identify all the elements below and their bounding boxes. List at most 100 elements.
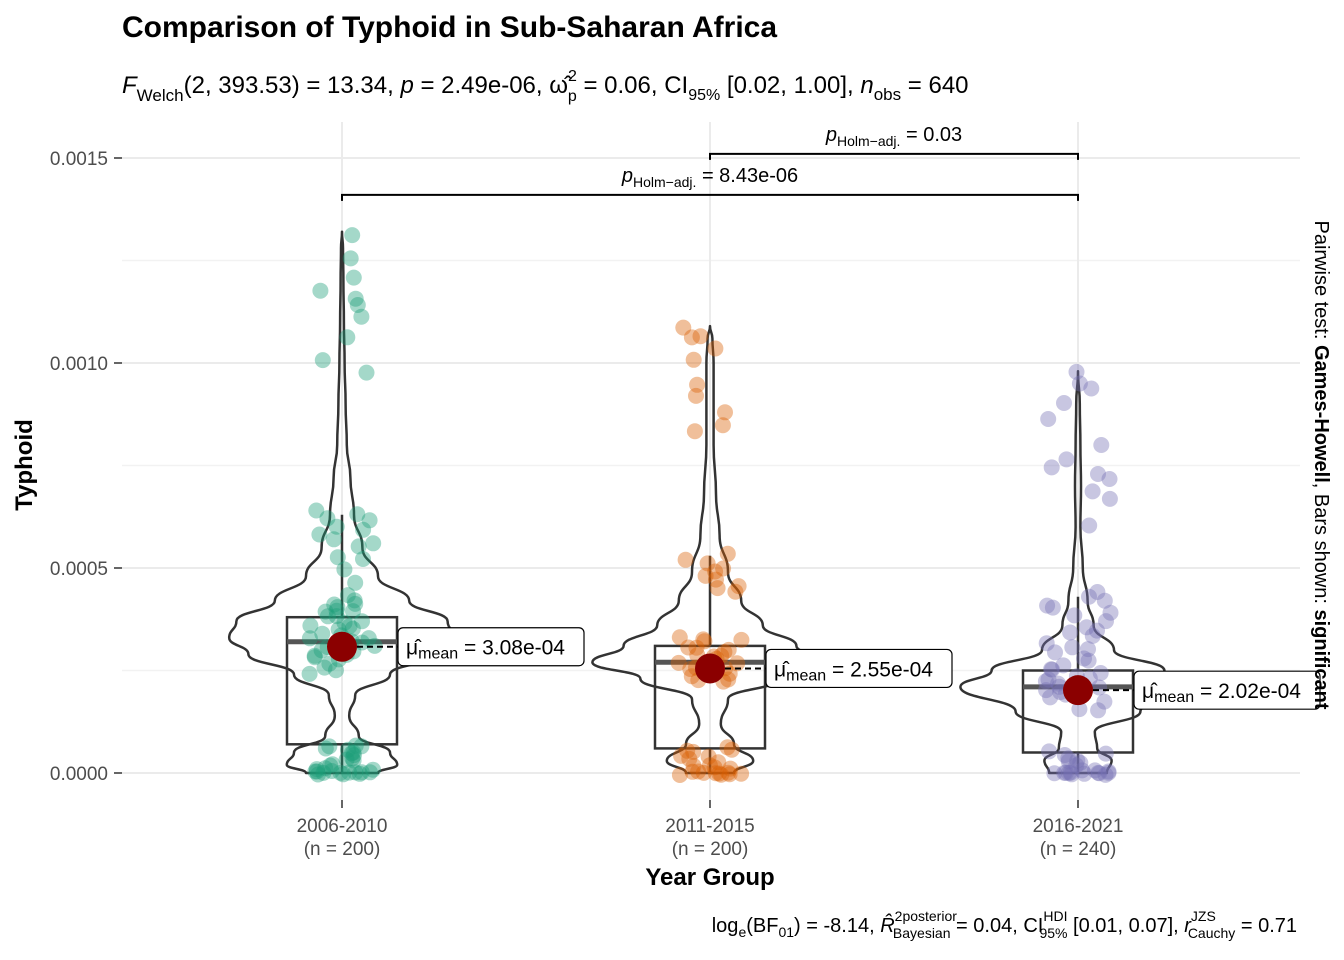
data-point xyxy=(344,620,361,637)
mean-point xyxy=(1063,675,1093,706)
data-point xyxy=(351,765,368,782)
data-point xyxy=(1102,604,1119,621)
mean-label: μ̂mean = 2.55e-04 xyxy=(774,658,933,684)
caption-rc-sup: JZS xyxy=(1191,908,1216,924)
subtitle-n: n xyxy=(860,72,873,99)
caption-log-sub: e xyxy=(738,924,746,940)
data-point xyxy=(350,538,367,555)
y-tick-label: 0.0015 xyxy=(50,149,108,170)
data-point xyxy=(347,595,364,612)
data-point xyxy=(692,328,709,345)
data-point xyxy=(709,580,726,597)
data-point xyxy=(713,766,730,783)
y-tick-label: 0.0010 xyxy=(50,354,108,375)
data-point xyxy=(1037,673,1054,690)
boxplots xyxy=(285,514,1135,773)
caption-ci-value: [0.01, 0.07], xyxy=(1068,915,1185,937)
data-point xyxy=(362,764,378,781)
x-tick-n-label: (n = 200) xyxy=(304,839,381,860)
data-point xyxy=(1076,765,1093,782)
data-point xyxy=(1100,764,1117,781)
data-point xyxy=(344,227,361,244)
data-point xyxy=(329,599,346,616)
data-point xyxy=(708,571,724,588)
data-point xyxy=(720,641,737,658)
caption-rc: r xyxy=(1184,915,1192,937)
data-point xyxy=(1068,363,1085,380)
subtitle-f: F xyxy=(122,72,138,99)
data-point xyxy=(345,752,362,769)
data-point xyxy=(695,764,712,781)
subtitle-omega-value: = 0.06, CI xyxy=(577,72,688,99)
data-point xyxy=(719,739,736,756)
data-point xyxy=(1041,743,1058,760)
data-point xyxy=(1080,652,1097,669)
data-point xyxy=(1071,375,1088,392)
data-point xyxy=(342,250,359,267)
data-point xyxy=(701,757,718,774)
x-tick-label: 2006-2010 xyxy=(297,816,388,837)
note-middle: , Bars shown: xyxy=(1310,483,1332,610)
data-point xyxy=(1090,466,1106,482)
box-iqr xyxy=(653,644,767,750)
subtitle-f-sub: Welch xyxy=(137,86,184,105)
data-point xyxy=(1080,641,1096,658)
data-point xyxy=(721,665,738,682)
mean-label-box xyxy=(1133,670,1321,710)
chart-subtitle: FWelch(2, 393.53) = 13.34, p = 2.49e-06,… xyxy=(122,68,969,105)
data-point xyxy=(321,655,338,672)
data-point xyxy=(711,765,728,782)
data-point xyxy=(345,603,361,620)
data-point xyxy=(720,671,737,688)
data-point xyxy=(730,578,747,595)
data-point xyxy=(349,506,366,523)
subtitle-p-value: = 2.49e-06, xyxy=(414,72,549,99)
data-point xyxy=(671,629,688,646)
data-point xyxy=(1084,483,1101,500)
box-iqr xyxy=(1021,669,1135,754)
data-point xyxy=(317,740,334,757)
data-point xyxy=(720,764,737,781)
data-point xyxy=(310,766,326,783)
data-point xyxy=(1076,650,1092,667)
data-point xyxy=(695,631,712,648)
comparison-label: pHolm−adj. = 8.43e-06 xyxy=(621,165,798,190)
data-point xyxy=(1101,490,1118,507)
data-point xyxy=(338,751,355,768)
data-point xyxy=(335,766,352,783)
pairwise-comparisons: pHolm−adj. = 0.03 pHolm−adj. = 8.43e-06 xyxy=(341,124,1079,201)
data-point xyxy=(323,763,340,779)
y-tick-label: 0.0000 xyxy=(50,764,108,785)
data-point xyxy=(312,282,329,299)
data-point xyxy=(733,765,750,782)
comparison-bracket xyxy=(709,152,1079,160)
data-point xyxy=(321,738,338,755)
caption-r-value: = 0.04, CI xyxy=(951,915,1044,937)
means: μ̂mean = 3.08e-04 μ̂mean = 2.55e-04 μ̂mean… xyxy=(327,627,1321,710)
subtitle-df: (2, 393.53) xyxy=(184,72,300,99)
data-point xyxy=(710,754,727,771)
subtitle-p: p xyxy=(399,72,413,99)
subtitle-omega-sup: 2 xyxy=(568,68,577,85)
caption-ci-sup: HDI xyxy=(1043,908,1067,924)
data-point xyxy=(317,603,334,620)
data-point xyxy=(677,551,694,568)
data-point xyxy=(344,750,361,767)
data-point xyxy=(354,613,370,630)
data-point xyxy=(1060,753,1077,770)
chart-title: Comparison of Typhoid in Sub-Saharan Afr… xyxy=(122,11,777,44)
data-point xyxy=(339,587,356,604)
caption-ci-sub: 95% xyxy=(1039,925,1067,941)
data-point xyxy=(322,757,339,774)
data-point xyxy=(308,502,325,519)
data-point xyxy=(1092,665,1109,681)
data-point xyxy=(1074,762,1091,779)
caption-bf-value: ) = -8.14, xyxy=(794,915,880,937)
data-point xyxy=(707,340,724,357)
data-point xyxy=(1096,592,1113,609)
data-point xyxy=(313,642,330,659)
data-point xyxy=(1090,764,1107,781)
data-point xyxy=(723,741,740,758)
data-point xyxy=(353,738,370,755)
data-point xyxy=(360,630,377,647)
